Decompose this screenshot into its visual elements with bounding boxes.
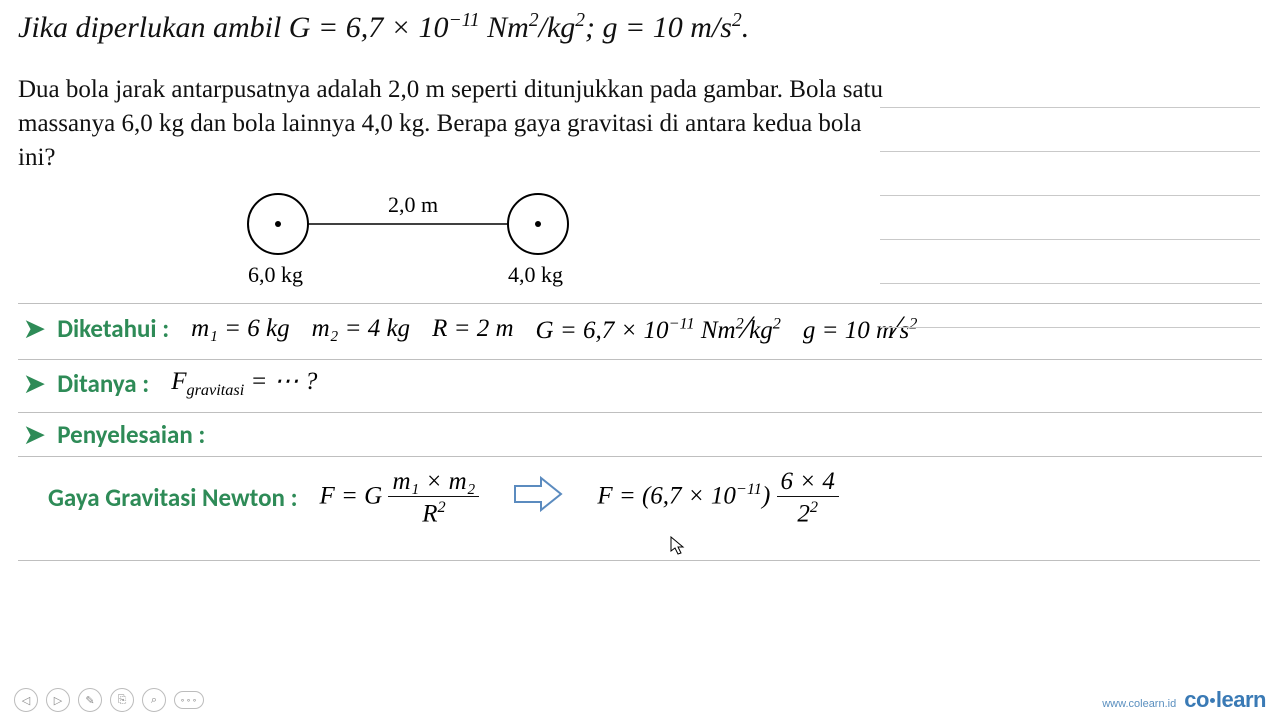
hdr-unit-kg-sup: 2 [575, 10, 585, 31]
diketahui-label: Diketahui : [57, 313, 169, 344]
G-unit-den: kg [749, 317, 773, 344]
blank-rules [880, 64, 1260, 328]
G-value: G = 6,7 × 10−11 Nm2⁄kg2 [536, 310, 781, 347]
footer-bar: ◁ ▷ ✎ ⎘ ⌕ ∘∘∘ www.colearn.id colearn [0, 680, 1280, 720]
rhs-post: ) [762, 483, 777, 510]
arrow-marker: ➤ [24, 314, 45, 344]
formula-den-base: R [422, 501, 437, 528]
hdr-unit-Nm: Nm [487, 11, 529, 44]
right-mass-label: 4,0 kg [508, 262, 563, 287]
formula-general: F = G m₁ × m₂ R2 [320, 469, 480, 526]
hdr-G: G [289, 11, 311, 44]
hdr-unit-kg: /kg [539, 11, 576, 44]
mouse-cursor-icon [670, 536, 686, 556]
hdr-G-exp: −11 [448, 10, 479, 31]
rule-line [880, 108, 1260, 152]
brand-url: www.colearn.id [1102, 698, 1176, 710]
m2-value: m₂ = 4 kg [312, 315, 410, 343]
newton-gravity-row: Gaya Gravitasi Newton : F = G m₁ × m₂ R2… [18, 456, 1262, 554]
ditanya-row: ➤ Ditanya : Fgravitasi = ⋯ ? [18, 359, 1262, 406]
penyelesaian-row: ➤ Penyelesaian : [18, 412, 1262, 456]
rhs-num: 6 × 4 [777, 469, 839, 497]
rhs-den-base: 2 [797, 501, 810, 528]
G-unit-num-sup: 2 [736, 315, 744, 333]
F-sub: gravitasi [186, 381, 244, 399]
left-mass-label: 6,0 kg [248, 262, 303, 287]
F-eq: = ⋯ ? [244, 368, 317, 395]
formula-substituted: F = (6,7 × 10−11) 6 × 4 22 [597, 469, 839, 526]
rhs-exp: −11 [736, 480, 762, 498]
rule-line [880, 152, 1260, 196]
distance-label: 2,0 m [388, 192, 438, 217]
hdr-period: . [742, 11, 750, 44]
hdr-g-sup: 2 [732, 10, 742, 31]
bottom-rule [18, 560, 1260, 561]
brand-b: learn [1216, 687, 1266, 712]
ditanya-expr: Fgravitasi = ⋯ ? [171, 366, 317, 400]
more-button[interactable]: ∘∘∘ [174, 691, 204, 709]
rule-line [880, 64, 1260, 108]
implies-arrow-icon [511, 474, 565, 521]
penyelesaian-label: Penyelesaian : [57, 419, 205, 450]
hdr-g-eq: = 10 m/s [625, 11, 732, 44]
G-pre: G = 6,7 × 10 [536, 317, 669, 344]
problem-text: Dua bola jarak antarpusatnya adalah 2,0 … [18, 73, 898, 174]
rhs-den-sup: 2 [810, 498, 818, 516]
prev-button[interactable]: ◁ [14, 688, 38, 712]
brand-a: co [1184, 687, 1209, 712]
arrow-marker: ➤ [24, 420, 45, 450]
zoom-button[interactable]: ⌕ [142, 688, 166, 712]
formula-den-sup: 2 [437, 498, 445, 516]
G-unit-num: Nm [701, 317, 736, 344]
rule-line [880, 284, 1260, 328]
clipboard-button[interactable]: ⎘ [110, 688, 134, 712]
G-unit-den-sup: 2 [773, 315, 781, 333]
F-symbol: F [171, 368, 186, 395]
G-exp: −11 [669, 315, 695, 333]
m1-value: m₁ = 6 kg [191, 315, 289, 343]
brand-block: www.colearn.id colearn [1102, 687, 1266, 713]
g-pre: g = 10 [803, 317, 876, 344]
formula-lhs: F = G [320, 483, 389, 510]
hdr-prefix: Jika diperlukan ambil [18, 11, 289, 44]
formula-num: m₁ × m₂ [388, 469, 479, 497]
hdr-g: g [603, 11, 618, 44]
rule-line [880, 240, 1260, 284]
gaya-label: Gaya Gravitasi Newton : [48, 482, 298, 513]
hdr-unit-Nm-sup: 2 [529, 10, 539, 31]
pen-button[interactable]: ✎ [78, 688, 102, 712]
arrow-marker: ➤ [24, 369, 45, 399]
diagram-svg: 2,0 m 6,0 kg 4,0 kg [228, 182, 618, 292]
rhs-pre: F = (6,7 × 10 [597, 483, 736, 510]
rule-line [880, 196, 1260, 240]
brand-logo: colearn [1184, 687, 1266, 713]
next-button[interactable]: ▷ [46, 688, 70, 712]
hdr-G-eq: = 6,7 × 10 [318, 11, 449, 44]
hdr-sep: ; [585, 11, 603, 44]
ditanya-label: Ditanya : [57, 368, 149, 399]
R-value: R = 2 m [432, 315, 513, 343]
header-constants: Jika diperlukan ambil G = 6,7 × 10−11 Nm… [18, 10, 1262, 45]
